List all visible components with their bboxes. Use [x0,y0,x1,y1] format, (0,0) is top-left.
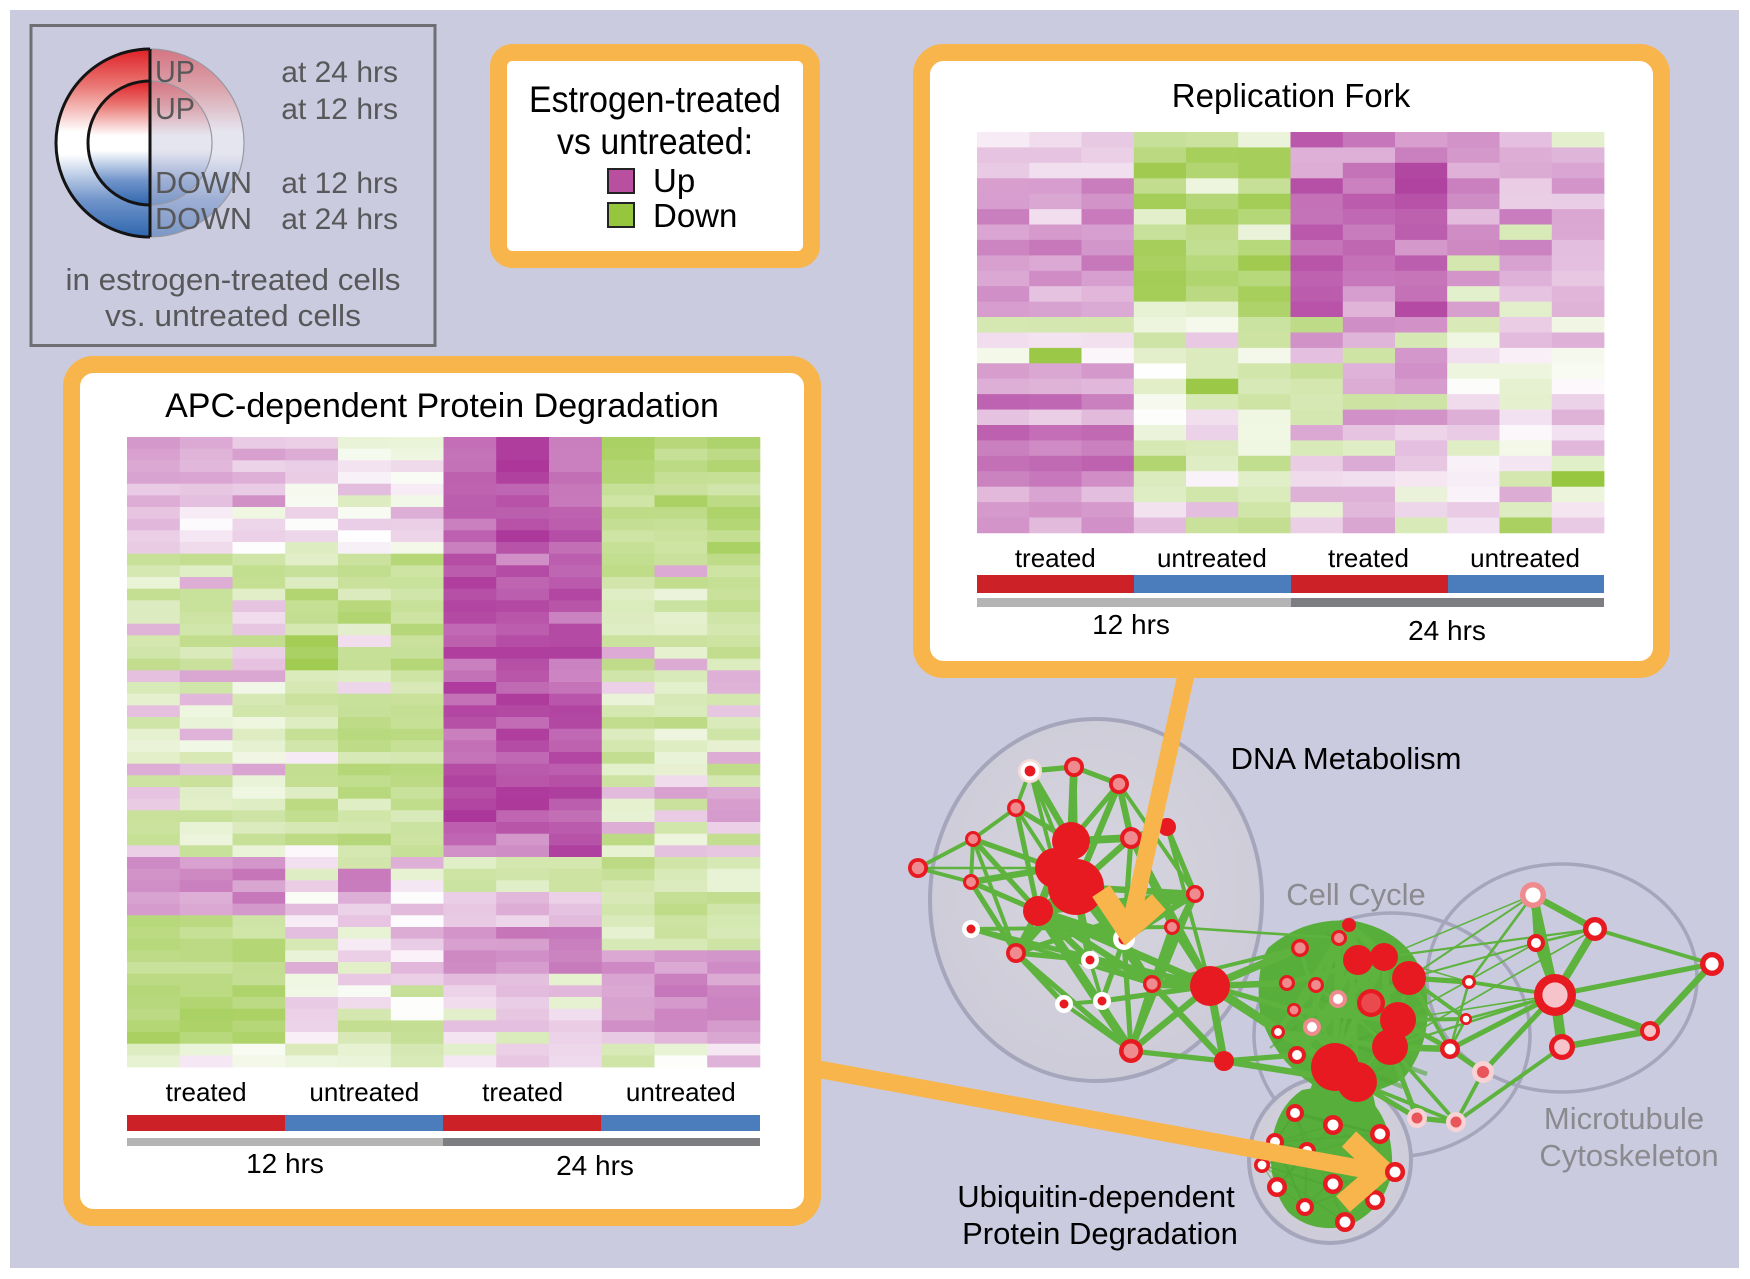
svg-text:DOWN: DOWN [155,165,252,200]
svg-text:24 hrs: 24 hrs [1408,615,1486,646]
svg-text:untreated: untreated [1470,543,1580,573]
svg-text:treated: treated [1328,543,1409,573]
svg-text:untreated: untreated [626,1077,736,1107]
svg-text:Ubiquitin-dependent: Ubiquitin-dependent [957,1179,1235,1214]
svg-text:12 hrs: 12 hrs [246,1148,324,1179]
svg-text:UP: UP [155,54,195,89]
svg-text:treated: treated [1015,543,1096,573]
svg-text:Cell Cycle: Cell Cycle [1286,877,1426,912]
svg-text:vs. untreated cells: vs. untreated cells [105,298,361,333]
svg-text:DNA Metabolism: DNA Metabolism [1231,741,1462,776]
svg-text:APC-dependent Protein Degradat: APC-dependent Protein Degradation [165,387,719,425]
svg-text:in estrogen-treated cells: in estrogen-treated cells [66,262,401,297]
svg-text:Up: Up [653,162,695,199]
svg-text:vs untreated:: vs untreated: [557,121,753,162]
svg-text:24 hrs: 24 hrs [556,1150,634,1181]
svg-text:Replication Fork: Replication Fork [1172,77,1411,114]
svg-text:Cytoskeleton: Cytoskeleton [1539,1138,1718,1173]
svg-text:Microtubule: Microtubule [1544,1101,1704,1136]
svg-text:untreated: untreated [309,1077,419,1107]
svg-text:Protein Degradation: Protein Degradation [962,1216,1238,1251]
svg-text:at 12 hrs: at 12 hrs [281,93,398,126]
svg-text:DOWN: DOWN [155,201,252,236]
svg-text:at 24 hrs: at 24 hrs [281,56,398,89]
svg-text:untreated: untreated [1157,543,1267,573]
svg-text:at 12 hrs: at 12 hrs [281,167,398,200]
svg-text:Down: Down [653,197,737,234]
svg-text:at 24 hrs: at 24 hrs [281,203,398,236]
svg-text:treated: treated [482,1077,563,1107]
svg-text:treated: treated [166,1077,247,1107]
svg-text:12 hrs: 12 hrs [1092,609,1170,640]
svg-text:UP: UP [155,91,195,126]
svg-text:Estrogen-treated: Estrogen-treated [529,79,781,120]
